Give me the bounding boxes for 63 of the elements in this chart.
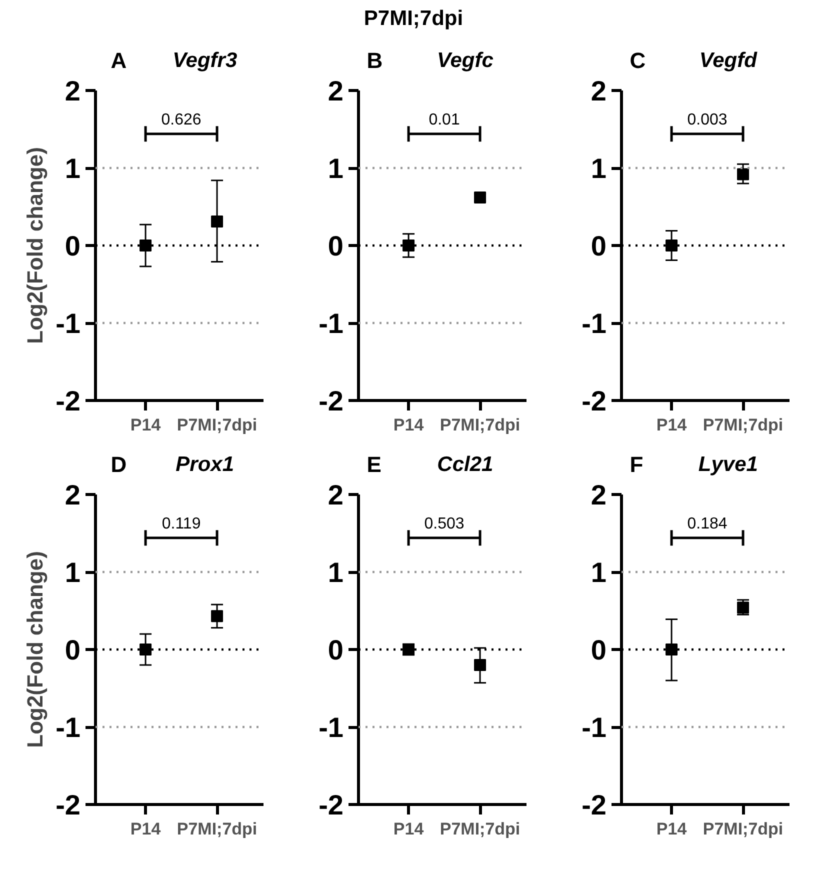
y-tick-label: 1 <box>64 153 81 184</box>
y-tick-label: 2 <box>64 480 81 510</box>
y-tick-label: 1 <box>64 557 81 588</box>
text: A <box>110 48 127 73</box>
text: P7MI;7dpi <box>364 7 464 30</box>
y-tick-label: -1 <box>318 712 344 743</box>
y-tick-label: -2 <box>582 790 607 820</box>
chart-title: Prox1 <box>176 453 234 476</box>
y-axis-title: Log2(Fold change) <box>22 551 48 748</box>
annotation: 0.003 <box>687 112 728 129</box>
chart-title: Ccl21 <box>437 453 494 476</box>
y-tick-label: -1 <box>318 308 344 339</box>
annotation: 0.01 <box>428 112 460 129</box>
y-tick-label: 2 <box>328 480 344 510</box>
y-tick-label: 2 <box>590 480 607 510</box>
x-tick-label: P7MI;7dpi <box>702 416 784 434</box>
y-tick-label: 1 <box>328 153 344 184</box>
y-tick-label: 0 <box>328 634 344 666</box>
text: F <box>630 452 644 477</box>
x-tick-label: P14 <box>130 820 162 838</box>
y-tick-label: 1 <box>590 153 607 184</box>
y-axis-title: Log2(Fold change) <box>22 147 48 344</box>
chart-title: Lyve1 <box>698 453 758 476</box>
y-tick-label: -1 <box>582 712 607 743</box>
annotation: 0.184 <box>687 516 728 533</box>
text: B <box>366 48 383 73</box>
y-tick-label: -2 <box>56 386 81 416</box>
y-tick-label: 0 <box>590 634 607 666</box>
annotation: 0.119 <box>162 516 201 533</box>
x-tick-label: P7MI;7dpi <box>702 820 784 838</box>
chart-title: Vegfr3 <box>172 49 238 72</box>
y-tick-label: -1 <box>56 308 81 339</box>
x-tick-label: P7MI;7dpi <box>440 416 520 434</box>
text: C <box>630 48 646 73</box>
y-tick-label: 2 <box>64 76 81 106</box>
x-tick-label: P7MI;7dpi <box>176 820 258 838</box>
annotation: 0.626 <box>161 112 202 129</box>
x-tick-label: P14 <box>656 416 688 434</box>
y-tick-label: -2 <box>318 790 344 820</box>
chart-title: Vegfd <box>699 49 758 72</box>
y-tick-label: -1 <box>582 308 607 339</box>
y-tick-label: -2 <box>318 386 344 416</box>
x-tick-label: P14 <box>393 820 424 838</box>
y-tick-label: 2 <box>590 76 607 106</box>
y-tick-label: -2 <box>56 790 81 820</box>
x-tick-label: P14 <box>656 820 688 838</box>
y-tick-label: -2 <box>582 386 607 416</box>
chart-title: Vegfc <box>436 49 494 72</box>
y-tick-label: 0 <box>328 230 344 262</box>
x-tick-label: P14 <box>393 416 424 434</box>
y-tick-label: 1 <box>328 557 344 588</box>
y-tick-label: -1 <box>56 712 81 743</box>
x-tick-label: P7MI;7dpi <box>440 820 520 838</box>
x-tick-label: P7MI;7dpi <box>176 416 258 434</box>
annotation: 0.503 <box>424 516 464 533</box>
y-tick-label: 0 <box>64 230 81 262</box>
x-tick-label: P14 <box>130 416 162 434</box>
y-tick-label: 0 <box>64 634 81 666</box>
text: D <box>110 452 127 477</box>
y-tick-label: 0 <box>590 230 607 262</box>
y-tick-label: 1 <box>590 557 607 588</box>
text: E <box>366 452 382 477</box>
y-tick-label: 2 <box>328 76 344 106</box>
